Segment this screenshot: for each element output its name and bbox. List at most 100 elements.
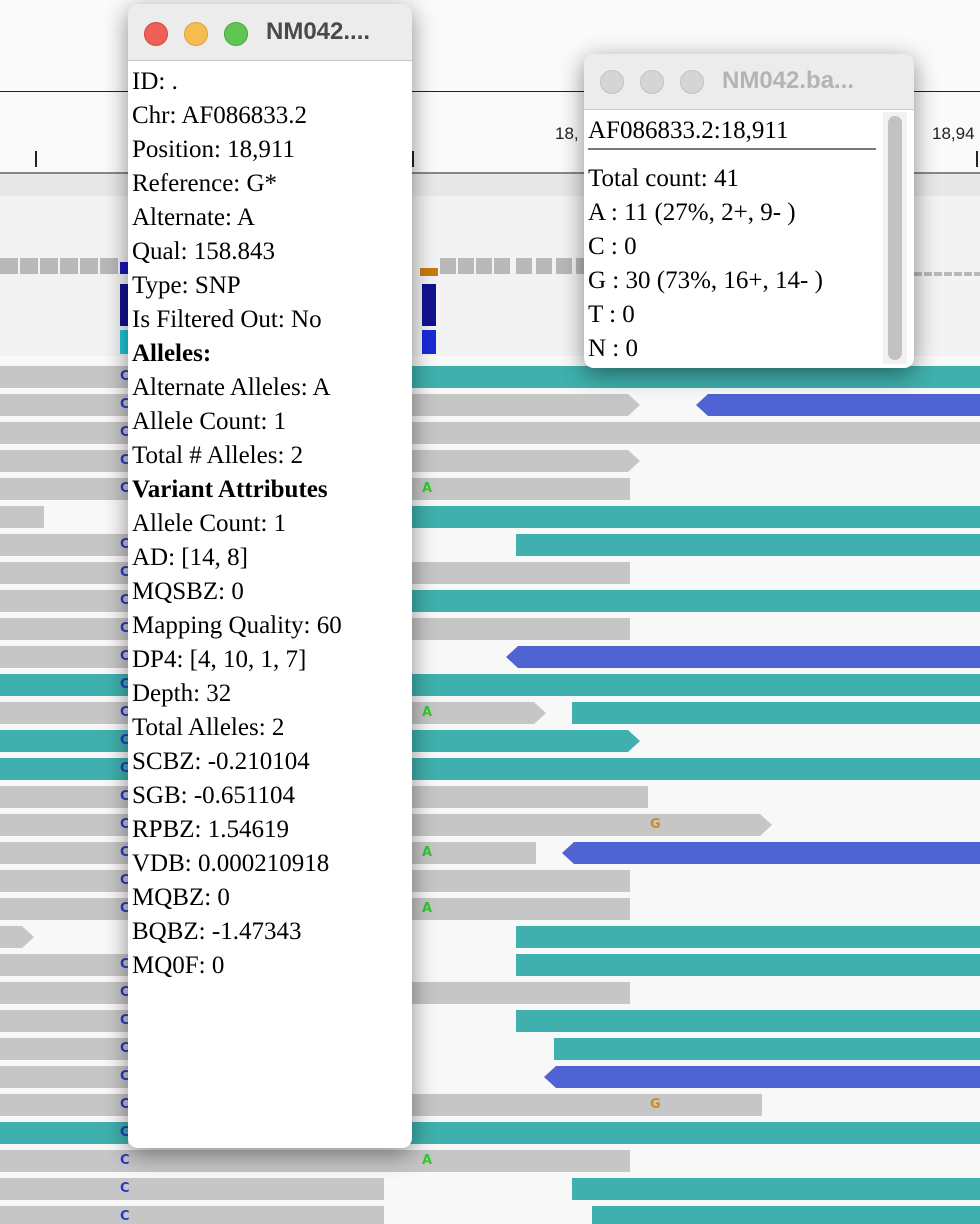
coverage-bar <box>476 258 492 274</box>
aligned-read[interactable] <box>516 534 980 556</box>
aligned-read[interactable] <box>0 730 128 752</box>
scrollbar[interactable] <box>883 112 907 364</box>
coverage-bar <box>0 258 18 274</box>
aligned-read[interactable] <box>0 506 44 528</box>
titlebar[interactable]: NM042.ba... <box>584 54 914 110</box>
aligned-read[interactable] <box>0 422 128 444</box>
variant-call-genotype[interactable] <box>120 284 129 326</box>
section-heading: Alleles: <box>132 340 212 367</box>
titlebar[interactable]: NM042.... <box>128 4 412 61</box>
aligned-read[interactable] <box>0 590 128 612</box>
variant-call-genotype[interactable] <box>120 330 129 354</box>
aligned-read[interactable] <box>554 1038 980 1060</box>
minimize-button[interactable] <box>184 22 208 46</box>
minimize-button[interactable] <box>640 70 664 94</box>
aligned-read[interactable] <box>410 702 546 724</box>
coverage-bar <box>494 258 510 274</box>
ruler-tick <box>976 151 978 167</box>
aligned-read[interactable] <box>0 1066 128 1088</box>
aligned-read[interactable] <box>410 450 640 472</box>
zoom-button[interactable] <box>680 70 704 94</box>
aligned-read[interactable] <box>410 618 630 640</box>
scrollbar-thumb[interactable] <box>888 116 902 360</box>
aligned-read[interactable] <box>572 702 980 724</box>
aligned-read[interactable] <box>0 1150 630 1172</box>
aligned-read[interactable] <box>0 1178 384 1200</box>
coverage-bar <box>914 272 922 276</box>
aligned-read[interactable] <box>0 534 128 556</box>
aligned-read[interactable] <box>0 982 128 1004</box>
aligned-read[interactable] <box>410 870 630 892</box>
count-line: T : 0 <box>588 301 635 328</box>
aligned-read[interactable] <box>410 758 980 780</box>
aligned-read[interactable] <box>0 1206 384 1224</box>
aligned-read[interactable] <box>0 1038 128 1060</box>
aligned-read[interactable] <box>410 1122 980 1144</box>
aligned-read[interactable] <box>0 898 128 920</box>
aligned-read[interactable] <box>410 478 630 500</box>
aligned-read[interactable] <box>544 1066 980 1088</box>
aligned-read[interactable] <box>592 1206 980 1224</box>
aligned-read[interactable] <box>410 1094 762 1116</box>
variant-call-genotype[interactable] <box>422 330 436 354</box>
aligned-read[interactable] <box>516 1010 980 1032</box>
aligned-read[interactable] <box>410 366 980 388</box>
aligned-read[interactable] <box>410 842 536 864</box>
aligned-read[interactable] <box>410 730 640 752</box>
aligned-read[interactable] <box>516 926 980 948</box>
aligned-read[interactable] <box>410 982 630 1004</box>
coverage-bar <box>60 258 78 274</box>
aligned-read[interactable] <box>0 562 128 584</box>
aligned-read[interactable] <box>0 646 128 668</box>
aligned-read[interactable] <box>410 674 980 696</box>
mismatch-base: C <box>120 481 130 496</box>
variant-info-popup[interactable]: NM042.... ID: . Chr: AF086833.2 Position: … <box>128 4 412 1148</box>
mismatch-base: A <box>422 481 433 496</box>
aligned-read[interactable] <box>0 618 128 640</box>
close-button[interactable] <box>600 70 624 94</box>
aligned-read[interactable] <box>0 786 128 808</box>
variant-details: ID: . Chr: AF086833.2 Position: 18,911 Refe… <box>132 65 408 983</box>
aligned-read[interactable] <box>0 842 128 864</box>
aligned-read[interactable] <box>562 842 980 864</box>
aligned-read[interactable] <box>0 478 128 500</box>
aligned-read[interactable] <box>0 1122 128 1144</box>
aligned-read[interactable] <box>0 870 128 892</box>
aligned-read[interactable] <box>410 786 648 808</box>
coverage-bar <box>440 258 456 274</box>
aligned-read[interactable] <box>0 1010 128 1032</box>
info-line: Allele Count: 1 <box>132 510 287 537</box>
aligned-read[interactable] <box>696 394 980 416</box>
aligned-read[interactable] <box>506 646 980 668</box>
aligned-read[interactable] <box>410 506 980 528</box>
variant-call-genotype[interactable] <box>422 284 436 326</box>
aligned-read[interactable] <box>410 562 630 584</box>
aligned-read[interactable] <box>0 1094 128 1116</box>
aligned-read[interactable] <box>516 954 980 976</box>
aligned-read[interactable] <box>410 898 630 920</box>
mismatch-base: C <box>120 1013 130 1028</box>
aligned-read[interactable] <box>0 758 128 780</box>
aligned-read[interactable] <box>410 422 980 444</box>
aligned-read[interactable] <box>410 814 772 836</box>
aligned-read[interactable] <box>0 926 34 948</box>
locus-header: AF086833.2:18,911 <box>588 114 876 150</box>
close-button[interactable] <box>144 22 168 46</box>
aligned-read[interactable] <box>410 590 980 612</box>
aligned-read[interactable] <box>0 394 128 416</box>
mismatch-base: A <box>422 1153 433 1168</box>
mismatch-base: C <box>120 369 130 384</box>
aligned-read[interactable] <box>0 702 128 724</box>
aligned-read[interactable] <box>0 450 128 472</box>
mismatch-base: C <box>120 705 130 720</box>
aligned-read[interactable] <box>0 366 128 388</box>
aligned-read[interactable] <box>0 954 128 976</box>
aligned-read[interactable] <box>0 814 128 836</box>
aligned-read[interactable] <box>410 394 640 416</box>
coverage-bar <box>40 258 58 274</box>
zoom-button[interactable] <box>224 22 248 46</box>
aligned-read[interactable] <box>572 1178 980 1200</box>
allele-count-popup[interactable]: NM042.ba... AF086833.2:18,911 Total coun… <box>584 54 914 368</box>
aligned-read[interactable] <box>0 674 128 696</box>
window-title: NM042.... <box>266 18 371 45</box>
